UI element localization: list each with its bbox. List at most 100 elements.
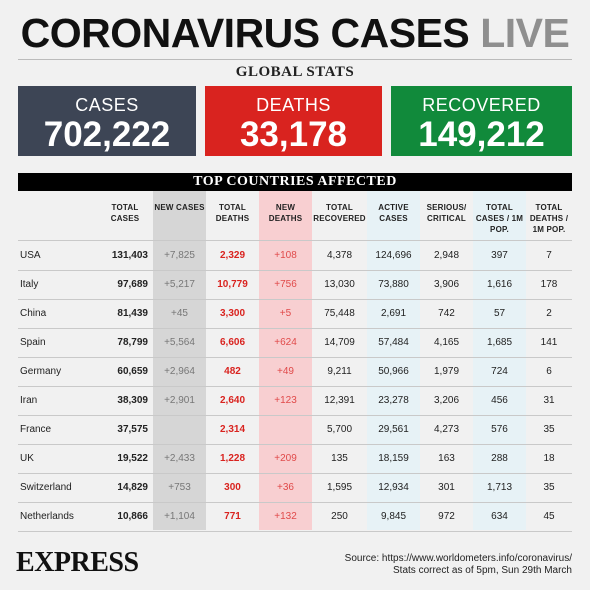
- cell-total-deaths: 1,228: [219, 453, 246, 464]
- cell-cases-per-1m: 397: [491, 250, 508, 261]
- table-row: China 81,439 +45 3,300 +5 75,448 2,691 742 57 2: [18, 299, 572, 329]
- cell-total-deaths: 482: [224, 366, 241, 377]
- cell-total-recovered: 9,211: [327, 366, 352, 377]
- cell-serious-critical: 1,979: [433, 366, 460, 377]
- cases-value: 702,222: [43, 115, 171, 154]
- cell-new-deaths: +49: [277, 366, 294, 377]
- cell-serious-critical: 742: [438, 308, 455, 319]
- cell-total-deaths: 771: [224, 511, 241, 522]
- header-total-deaths: TOTAL DEATHS: [215, 203, 250, 223]
- cell-country: Netherlands: [20, 511, 74, 522]
- cell-country: China: [20, 308, 47, 319]
- cell-total-deaths: 2,314: [219, 424, 246, 435]
- cell-serious-critical: 4,165: [433, 337, 460, 348]
- deaths-label: DEATHS: [256, 95, 331, 115]
- cell-deaths-per-1m: 35: [543, 424, 555, 435]
- cell-active-cases: 23,278: [378, 395, 409, 406]
- table-row: Italy 97,689 +5,217 10,779 +756 13,030 73,880 3…: [18, 270, 572, 300]
- cell-new-deaths: +132: [274, 511, 297, 522]
- cell-total-cases: 60,659: [117, 366, 148, 377]
- recovered-label: RECOVERED: [422, 95, 541, 115]
- cell-active-cases: 124,696: [375, 250, 412, 261]
- cell-new-deaths: +108: [274, 250, 297, 261]
- cell-total-recovered: 250: [331, 511, 348, 522]
- cell-cases-per-1m: 576: [491, 424, 508, 435]
- cell-cases-per-1m: 456: [491, 395, 508, 406]
- cell-total-deaths: 6,606: [219, 337, 246, 348]
- table-row: Netherlands 10,866 +1,104 771 +132 250 9,845 97…: [18, 502, 572, 532]
- cell-country: Italy: [20, 279, 39, 290]
- cell-active-cases: 2,691: [380, 308, 407, 319]
- cell-total-recovered: 135: [331, 453, 348, 464]
- cell-new-deaths: +5: [279, 308, 292, 319]
- cell-deaths-per-1m: 18: [543, 453, 555, 464]
- cell-country: Switzerland: [20, 482, 72, 493]
- cell-new-deaths: +624: [274, 337, 297, 348]
- cell-country: Iran: [20, 395, 38, 406]
- cell-total-cases: 37,575: [117, 424, 148, 435]
- cell-country: UK: [20, 453, 34, 464]
- cases-box: CASES 702,222: [18, 86, 196, 156]
- table-row: Spain 78,799 +5,564 6,606 +624 14,709 57,484 4,…: [18, 328, 572, 358]
- cell-active-cases: 18,159: [378, 453, 409, 464]
- cell-total-cases: 19,522: [117, 453, 148, 464]
- header-total-recovered: TOTAL RECOVERED: [313, 203, 366, 223]
- cell-country: USA: [20, 250, 41, 261]
- cell-serious-critical: 163: [438, 453, 455, 464]
- cell-cases-per-1m: 724: [491, 366, 508, 377]
- cell-cases-per-1m: 1,685: [486, 337, 513, 348]
- cell-total-deaths: 10,779: [217, 279, 248, 290]
- cell-deaths-per-1m: 141: [540, 337, 558, 348]
- express-logo: EXPRESS: [16, 547, 139, 578]
- header-serious-critical: SERIOUS/ CRITICAL: [426, 203, 467, 223]
- cell-deaths-per-1m: 7: [546, 250, 552, 261]
- cell-total-recovered: 4,378: [326, 250, 353, 261]
- header-deaths-per-1m: TOTAL DEATHS / 1M POP.: [529, 203, 569, 234]
- recovered-box: RECOVERED 149,212: [391, 86, 572, 156]
- cell-total-recovered: 13,030: [324, 279, 355, 290]
- cell-new-cases: +2,433: [164, 453, 195, 464]
- header-cases-per-1m: TOTAL CASES / 1M POP.: [475, 203, 524, 234]
- cell-deaths-per-1m: 31: [543, 395, 555, 406]
- cell-cases-per-1m: 1,616: [486, 279, 513, 290]
- source-text: Source: https://www.worldometers.info/co…: [344, 553, 572, 564]
- cell-cases-per-1m: 634: [491, 511, 508, 522]
- cell-total-deaths: 2,329: [219, 250, 246, 261]
- cell-cases-per-1m: 288: [491, 453, 508, 464]
- table-row: Switzerland 14,829 +753 300 +36 1,595 12,934 30…: [18, 473, 572, 503]
- cell-total-recovered: 1,595: [326, 482, 353, 493]
- header-new-cases: NEW CASES: [154, 203, 205, 212]
- cell-new-deaths: +123: [274, 395, 297, 406]
- recovered-value: 149,212: [418, 115, 545, 154]
- cell-new-cases: +2,901: [164, 395, 195, 406]
- cell-total-deaths: 300: [224, 482, 241, 493]
- headline-live: LIVE: [480, 10, 570, 56]
- header-active-cases: ACTIVE CASES: [378, 203, 409, 223]
- table-title: TOP COUNTRIES AFFECTED: [18, 173, 572, 191]
- cell-deaths-per-1m: 35: [543, 482, 555, 493]
- cell-new-cases: +1,104: [164, 511, 195, 522]
- stats-note: Stats correct as of 5pm, Sun 29th March: [393, 565, 572, 576]
- cell-cases-per-1m: 1,713: [486, 482, 513, 493]
- cell-new-cases: [153, 415, 206, 444]
- header-divider: [18, 240, 572, 241]
- cell-deaths-per-1m: 6: [546, 366, 552, 377]
- cell-total-recovered: 75,448: [324, 308, 355, 319]
- header-total-cases: TOTAL CASES: [110, 203, 140, 223]
- cell-new-cases: +7,825: [164, 250, 195, 261]
- cell-country: Spain: [20, 337, 46, 348]
- cell-total-cases: 14,829: [117, 482, 148, 493]
- cell-serious-critical: 2,948: [433, 250, 460, 261]
- cell-serious-critical: 4,273: [433, 424, 460, 435]
- header-new-deaths: NEW DEATHS: [268, 203, 303, 223]
- cell-serious-critical: 301: [438, 482, 455, 493]
- cell-country: Germany: [20, 366, 62, 377]
- cell-new-cases: +5,564: [164, 337, 195, 348]
- cases-label: CASES: [75, 95, 139, 115]
- cell-total-recovered: 12,391: [324, 395, 355, 406]
- cell-new-deaths: +756: [274, 279, 297, 290]
- source-note: Source: https://www.worldometers.info/co…: [345, 553, 572, 577]
- cell-active-cases: 73,880: [378, 279, 409, 290]
- headline: CORONAVIRUS CASES LIVE: [0, 8, 590, 58]
- cell-total-cases: 81,439: [117, 308, 148, 319]
